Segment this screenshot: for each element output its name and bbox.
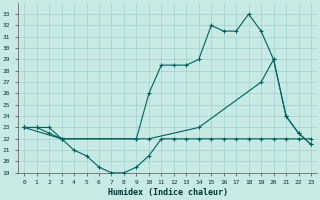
X-axis label: Humidex (Indice chaleur): Humidex (Indice chaleur) [108, 188, 228, 197]
